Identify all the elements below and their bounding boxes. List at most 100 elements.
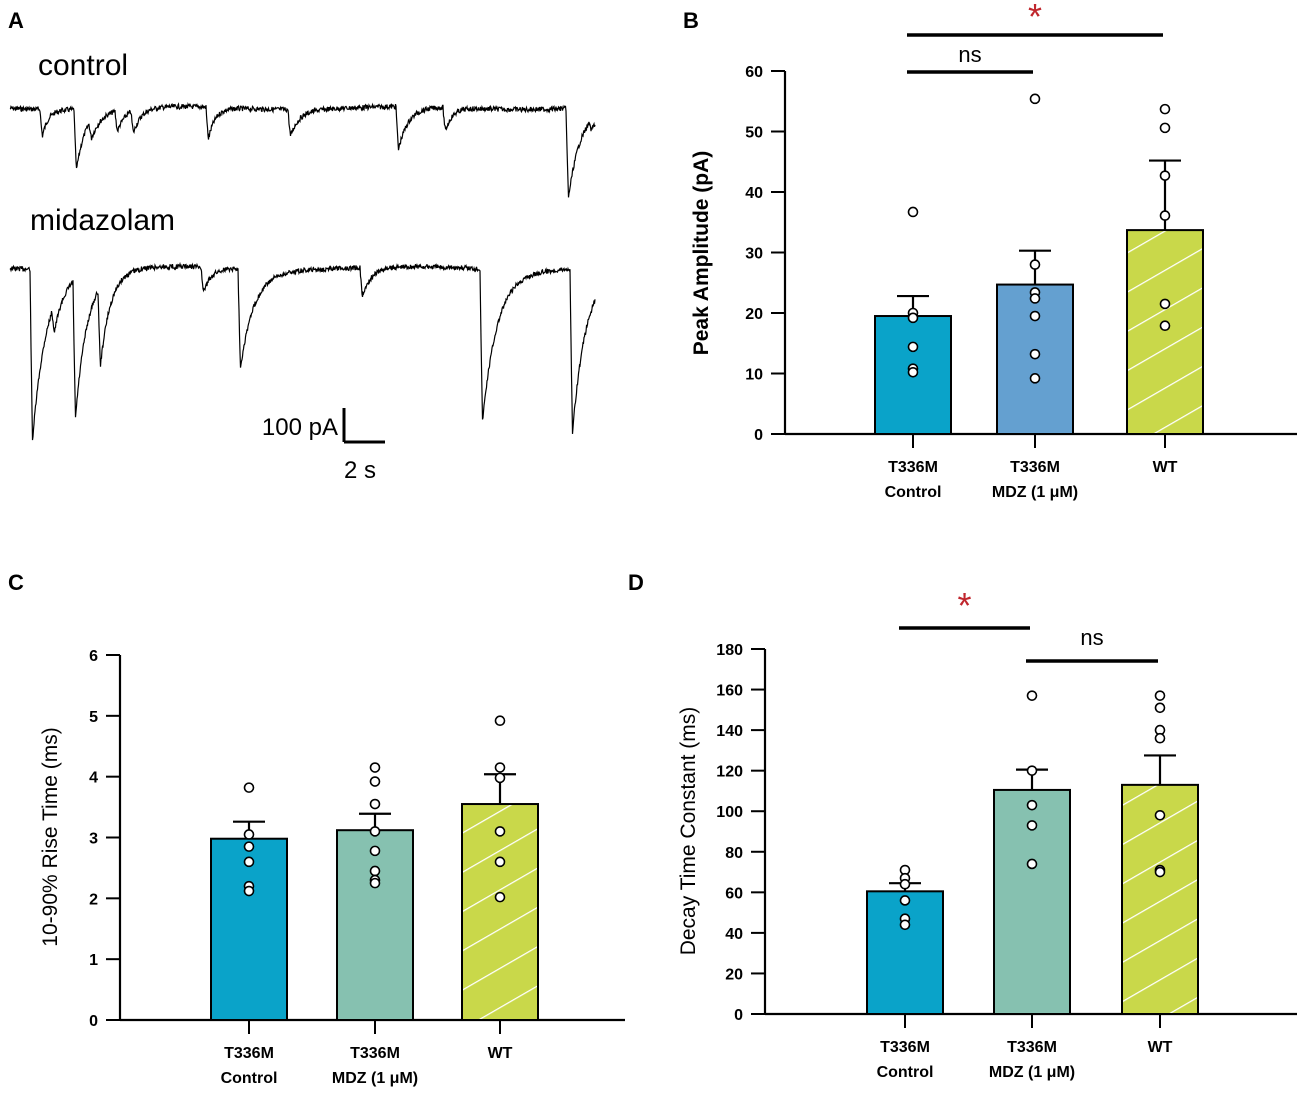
data-point [1154,702,1166,714]
data-point [369,776,381,787]
significance-star: * [1028,0,1042,37]
bar [336,829,414,1022]
scale-x-label: 2 s [344,457,376,484]
data-point [1159,320,1171,332]
data-point [1026,858,1038,870]
significance-ns: ns [958,42,981,67]
panel-letter-c: C [8,570,24,595]
y-tick-label: 60 [745,64,763,81]
category-label: T336M [224,1045,274,1062]
data-point [1159,298,1171,310]
y-tick-label: 40 [745,185,763,202]
data-point [494,772,506,784]
data-point [494,715,506,727]
data-point [1029,310,1041,322]
data-point [907,206,919,218]
y-tick-label: 20 [745,306,763,323]
y-axis-label: Decay Time Constant (ms) [677,707,700,956]
data-point [243,856,255,868]
panel-letter-d: D [628,570,644,595]
y-tick-label: 160 [716,683,743,700]
data-point [1026,820,1038,831]
data-point [899,919,911,931]
scale-y-label: 100 pA [262,414,338,441]
category-label: Control [221,1070,278,1087]
data-point [243,885,255,897]
category-label: T336M [350,1045,400,1062]
bar [866,890,944,1016]
category-label: T336M [888,459,938,476]
data-point [369,826,381,837]
data-point [1159,103,1171,115]
y-tick-label: 50 [745,125,763,142]
data-point [1026,690,1038,701]
category-label: T336M [1010,459,1060,476]
y-tick-label: 0 [89,1013,98,1030]
data-point [1159,170,1171,181]
data-point [1029,259,1041,270]
panel-c-chart: C 0 1 2 3 4 5 6 10-90% Rise Time (ms) T336M Contr… [8,570,625,1087]
control-trace-label: control [38,49,128,82]
category-label: MDZ (1 μM) [992,484,1078,501]
data-point [1154,809,1166,821]
data-point [494,856,506,868]
panel-a: A control midazolam 100 pA 2 s [8,8,596,484]
data-point [369,762,381,773]
data-point [369,845,381,857]
y-tick-label: 30 [745,246,763,263]
category-label: WT [488,1045,513,1062]
data-point [494,891,506,903]
data-point [243,829,255,840]
data-point [243,782,255,793]
y-tick-label: 1 [89,952,98,969]
data-point [494,762,506,773]
category-label: MDZ (1 μM) [989,1064,1075,1081]
data-point [369,798,381,810]
category-label: MDZ (1 μM) [332,1070,418,1087]
category-label: WT [1148,1039,1173,1056]
data-point [1159,122,1171,134]
data-point [907,312,919,324]
scale-bar: 100 pA 2 s [262,408,385,484]
category-label: T336M [1007,1039,1057,1056]
bar-hatch [463,805,537,1019]
y-tick-label: 180 [716,642,743,659]
category-label: Control [885,484,942,501]
data-point [1154,732,1166,744]
y-axis-label: Peak Amplitude (pA) [690,151,713,356]
y-tick-label: 80 [725,845,743,862]
data-point [1029,93,1041,105]
midazolam-trace [9,261,596,441]
panel-letter-a: A [8,8,24,33]
data-point [1159,210,1171,221]
category-label: WT [1153,459,1178,476]
data-point [1154,866,1166,878]
data-point [1026,765,1038,776]
panel-d-chart: D 0 20 40 60 80 100 120 140 160 180 Decay Time Con… [628,570,1297,1081]
significance-star: * [957,585,971,626]
bar-hatch [1123,785,1197,1013]
data-point [243,841,255,852]
midazolam-trace-label: midazolam [30,204,175,237]
y-tick-label: 60 [725,885,743,902]
y-tick-label: 0 [754,427,763,444]
y-tick-label: 100 [716,804,743,821]
y-tick-label: 20 [725,966,743,983]
y-tick-label: 0 [734,1007,743,1024]
y-tick-label: 2 [89,891,98,908]
data-point [1029,373,1041,384]
panel-letter-b: B [683,8,699,33]
significance-ns: ns [1080,625,1103,650]
y-tick-label: 5 [89,709,98,726]
data-point [1026,799,1038,811]
data-point [899,895,911,906]
y-tick-label: 6 [89,648,98,665]
data-point [899,878,911,890]
data-point [369,877,381,889]
y-tick-label: 40 [725,926,743,943]
y-axis-label: 10-90% Rise Time (ms) [39,727,62,946]
data-point [1154,690,1166,701]
y-tick-label: 10 [745,367,763,384]
control-trace [9,101,596,198]
